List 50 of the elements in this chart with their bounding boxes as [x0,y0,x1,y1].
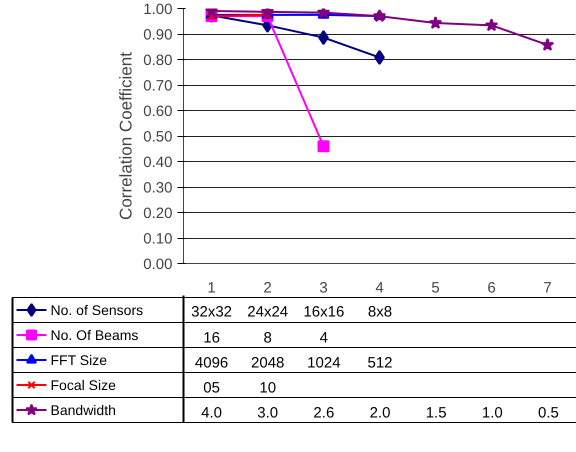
text: 10 [259,380,276,396]
x-tick-label: 3 [319,280,328,296]
text: 16 [203,330,220,346]
text: 3.0 [257,404,278,422]
y-tick-label: 0.60 [143,103,173,120]
x-tick-label: 4 [375,280,384,296]
text: 8x8 [368,304,392,320]
y-tick-label: 0.10 [143,230,173,248]
point [540,38,554,51]
text: 4 [320,330,328,346]
y-tick-label: 0.40 [143,154,173,171]
y-tick-label: 0.70 [143,78,173,94]
text: 512 [367,354,393,372]
x-tick-label: 7 [543,280,552,296]
y-tick-label: 0.50 [143,128,173,146]
y-tick-label: 0.80 [143,52,173,69]
point [428,16,442,29]
text: 1.5 [426,404,447,422]
text: 2.0 [370,404,390,422]
x-tick-label: 1 [207,280,216,296]
point [374,50,385,65]
legend-label: No. Of Beams [50,327,138,343]
y-axis-title: Correlation Coefficient [116,52,136,220]
text: 8 [264,330,272,346]
text: 1024 [307,354,341,372]
text: 0.5 [538,404,559,422]
y-tick-label: 1.00 [143,1,173,18]
legend-label: No. of Sensors [50,302,144,318]
y-tick-label: 0.00 [143,256,173,273]
text: 2.6 [313,404,334,422]
y-tick-label: 0.20 [143,205,173,222]
text: 1.0 [482,404,503,422]
legend-label: Focal Size [50,377,116,393]
text: 2048 [251,354,284,372]
text: 16x16 [303,304,344,320]
point [484,18,498,32]
text: 32x32 [191,304,232,320]
legend-label: Bandwidth [50,402,116,418]
point [318,30,329,46]
text: 4.0 [201,404,222,422]
text: 05 [203,380,220,396]
y-tick-label: 0.90 [143,26,173,44]
point [318,140,330,152]
x-tick-label: 6 [487,280,496,296]
text: 24x24 [247,304,288,320]
y-tick-label: 0.30 [143,180,173,196]
text: 4096 [194,354,228,372]
legend-label: FFT Size [50,352,108,368]
x-tick-label: 2 [263,280,272,296]
x-tick-label: 5 [431,280,440,296]
